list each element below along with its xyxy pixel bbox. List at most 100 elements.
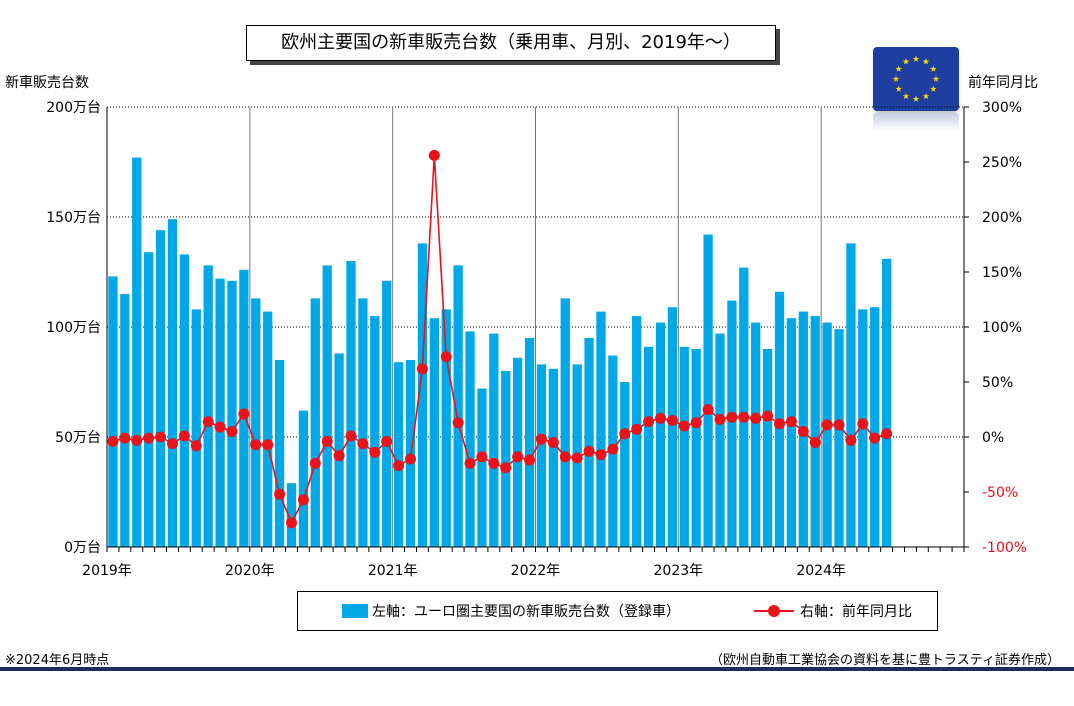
bar	[870, 307, 880, 547]
yoy-point	[654, 412, 666, 424]
bar	[155, 230, 166, 547]
yoy-point	[643, 416, 655, 428]
bar	[822, 322, 832, 547]
yoy-point	[571, 452, 583, 464]
bar	[584, 338, 594, 547]
bar	[429, 318, 439, 547]
yoy-point	[714, 413, 726, 425]
bar	[846, 243, 856, 547]
flag-star	[932, 75, 940, 82]
eu-flag-reflection	[873, 113, 959, 131]
y-right-tick-label: 200%	[982, 210, 1022, 226]
yoy-point	[107, 435, 119, 447]
right-axis-title: 前年同月比	[968, 75, 1038, 91]
bar	[382, 280, 392, 547]
footer-rule	[0, 667, 1074, 671]
bar	[167, 219, 178, 547]
x-tick-label: 2019年	[82, 563, 132, 579]
yoy-point	[178, 430, 190, 442]
legend-dot-swatch	[768, 605, 780, 617]
yoy-point	[785, 416, 797, 428]
bar	[393, 362, 404, 547]
bar	[120, 294, 130, 547]
yoy-point	[595, 449, 607, 461]
flag-star	[912, 55, 920, 62]
chart-title: 欧州主要国の新車販売台数（乗用車、月別、2019年～）	[246, 25, 776, 61]
yoy-point	[869, 432, 881, 444]
bar	[453, 265, 463, 547]
yoy-point	[476, 451, 488, 463]
yoy-point	[440, 351, 452, 363]
y-right-tick-label: 250%	[982, 155, 1022, 171]
flag-star	[902, 58, 910, 65]
yoy-point	[738, 411, 750, 423]
yoy-point	[393, 460, 405, 472]
bar	[465, 331, 475, 547]
x-tick-label: 2022年	[511, 563, 561, 579]
yoy-point	[750, 412, 762, 424]
yoy-point	[547, 437, 559, 448]
bar	[191, 309, 201, 547]
bar	[477, 388, 487, 547]
bar	[524, 338, 535, 547]
bar	[596, 311, 606, 547]
bar	[263, 311, 273, 547]
yoy-point	[762, 410, 774, 422]
yoy-point	[190, 440, 202, 452]
yoy-point	[500, 462, 512, 474]
legend-line-label: 右軸：前年同月比	[800, 604, 912, 620]
yoy-point	[274, 488, 286, 500]
yoy-point	[416, 363, 428, 375]
bar	[655, 322, 666, 547]
bar	[203, 265, 213, 547]
bar	[132, 157, 142, 547]
yoy-point	[214, 421, 226, 433]
yoy-point	[428, 149, 440, 161]
flag-star	[930, 85, 937, 92]
yoy-point	[309, 457, 321, 469]
yoy-point	[512, 451, 524, 463]
bar	[179, 254, 190, 547]
bar	[560, 298, 570, 547]
bar	[215, 278, 225, 547]
bar	[834, 329, 844, 547]
bar	[441, 309, 451, 547]
bar	[691, 349, 701, 547]
legend-bar-label: 左軸：ユーロ圏主要国の新車販売台数（登録車）	[372, 604, 680, 620]
bar	[251, 298, 261, 547]
y-right-tick-label: 150%	[982, 265, 1022, 281]
bar	[274, 360, 285, 547]
yoy-point	[131, 434, 143, 446]
bar	[489, 333, 499, 547]
yoy-point	[535, 433, 547, 445]
yoy-point	[524, 454, 536, 466]
yoy-point	[702, 404, 714, 415]
y-right-tick-label: 100%	[982, 320, 1022, 336]
bar	[417, 243, 428, 547]
bar	[643, 346, 654, 547]
bar	[548, 368, 558, 547]
x-tick-label: 2020年	[225, 563, 275, 579]
chart-plot: 200万台 150万台 100万台 50万台 0万台 300% 250% 200% 150% 10…	[46, 100, 1027, 579]
yoy-point	[452, 417, 464, 429]
bar	[679, 346, 689, 547]
yoy-point	[143, 432, 155, 444]
bar	[810, 316, 820, 547]
yoy-point	[333, 450, 345, 462]
bar	[358, 298, 368, 547]
legend-bar-swatch	[342, 604, 368, 618]
bar	[715, 333, 725, 547]
bar	[727, 300, 737, 547]
bar	[346, 261, 356, 547]
legend: 左軸：ユーロ圏主要国の新車販売台数（登録車） 右軸：前年同月比	[297, 591, 938, 631]
yoy-point	[881, 428, 893, 440]
yoy-point	[845, 434, 857, 446]
yoy-point	[464, 457, 476, 469]
source-note: （欧州自動車工業協会の資料を基に豊トラスティ証券作成）	[710, 653, 1060, 668]
yoy-point	[285, 517, 297, 529]
yoy-point	[369, 446, 381, 458]
yoy-point	[619, 428, 631, 440]
flag-star	[895, 65, 902, 72]
y-left-tick-label: 50万台	[55, 430, 101, 446]
left-axis-title: 新車販売台数	[5, 75, 89, 91]
